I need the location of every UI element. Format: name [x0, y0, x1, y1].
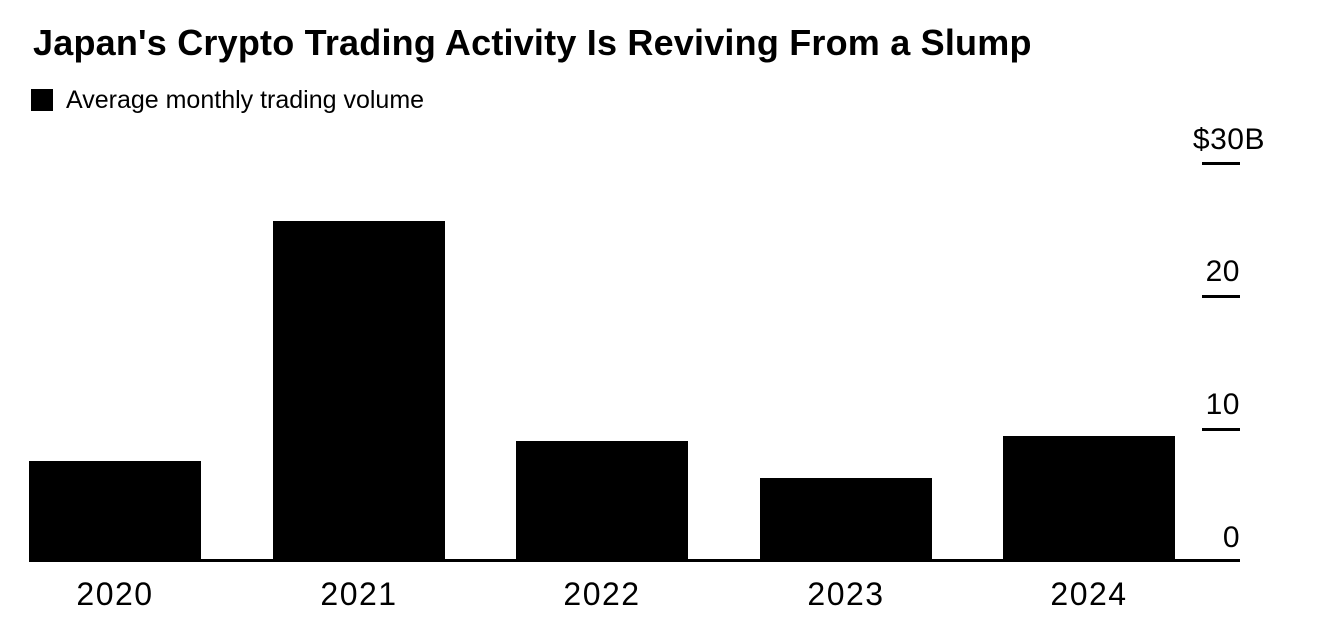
x-tick-label-2023: 2023 [807, 576, 885, 612]
x-tick-label-2021: 2021 [320, 576, 398, 612]
y-tick-dash-10 [1202, 428, 1240, 431]
y-tick-label-0: 0 [1222, 521, 1240, 554]
legend-label: Average monthly trading volume [66, 86, 425, 114]
legend: Average monthly trading volume [31, 86, 424, 114]
x-tick-label-2024: 2024 [1050, 576, 1128, 612]
chart-title: Japan's Crypto Trading Activity Is Reviv… [33, 22, 1032, 63]
bar-2020 [29, 461, 201, 562]
bar-2023 [760, 478, 932, 562]
y-tick-label-10: 10 [1205, 388, 1240, 421]
y-tick-label-20: 20 [1205, 255, 1240, 288]
bar-2021 [273, 221, 445, 562]
legend-swatch-icon [31, 89, 53, 111]
y-tick-dash-20 [1202, 295, 1240, 298]
bar-2024 [1003, 436, 1175, 562]
x-tick-label-2022: 2022 [563, 576, 641, 612]
x-axis-line [29, 559, 1240, 562]
x-tick-label-2020: 2020 [76, 576, 154, 612]
y-tick-label-30: $30B [1192, 123, 1265, 156]
y-tick-dash-30 [1202, 162, 1240, 165]
bar-2022 [516, 441, 688, 562]
